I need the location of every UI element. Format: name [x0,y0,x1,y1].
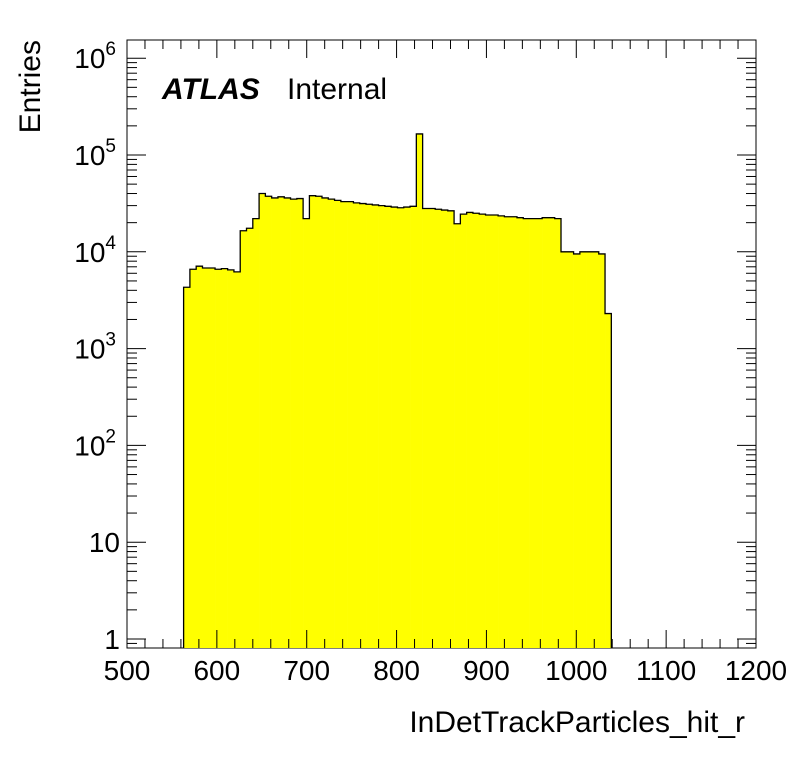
y-tick-label: 105 [74,136,116,171]
x-tick-label: 500 [104,655,151,686]
histogram-bin [378,205,386,648]
histogram-bin [252,218,260,648]
histogram-bin [277,196,285,648]
histogram-outline [182,133,612,648]
histogram-bin [366,204,373,648]
axis-ticks [126,40,757,648]
histogram-bin [347,201,354,648]
histogram-bin [309,195,316,648]
histogram-bin [535,218,543,648]
histogram-bin [384,206,392,648]
histogram-bin [447,210,455,648]
internal-label: Internal [287,73,387,106]
histogram-bin [485,214,493,648]
y-tick-labels: 1 10 102 103 104 105 106 [74,39,120,655]
histogram-bin [542,217,549,648]
y-tick-label: 104 [74,233,116,268]
histogram-bin [196,266,203,648]
histogram-bin [516,217,524,648]
histogram-bin [265,196,272,649]
histogram-bin [554,218,562,648]
histogram-bin [271,197,279,648]
x-tick-label: 800 [373,655,420,686]
histogram-bin [290,199,298,648]
histogram-bin [359,203,367,648]
histogram-bin [303,218,310,648]
histogram-bin [372,204,379,648]
x-tick-label: 700 [283,655,330,686]
histogram-bin [246,228,254,648]
atlas-label: ATLAS [161,73,260,106]
histogram-bin [208,268,216,648]
histogram-bin [416,133,423,648]
histogram-bin [340,201,348,648]
histogram-bin [567,251,574,649]
x-tick-label: 1000 [545,655,607,686]
histogram-bin [510,216,518,649]
histogram-bin [397,207,405,649]
histogram-bin [472,213,480,648]
histogram-bin [466,212,474,649]
x-tick-label: 900 [463,655,510,686]
histogram-bin [498,215,505,649]
histogram-bin [573,253,581,648]
histogram-bin [586,251,593,649]
histogram-bin [592,251,600,649]
x-tick-label: 1100 [636,655,696,686]
histogram-bin [598,253,606,648]
histogram-bin [284,197,291,648]
histogram-bin [435,209,442,649]
histogram-bin [221,268,228,648]
histogram-bin [227,269,235,648]
histogram-bars [183,133,612,649]
histogram-bin [479,214,486,648]
histogram-bin [353,202,361,648]
histogram-bin [422,208,430,648]
histogram-bin [491,214,499,648]
histogram-bin [428,208,436,648]
histogram-bin [202,268,210,648]
histogram-bin [259,193,266,648]
histogram-bin [523,218,530,648]
histogram-bin [504,216,511,649]
histogram-bin [189,269,197,648]
histogram-bin [233,271,241,648]
y-tick-label: 1 [104,624,120,655]
y-tick-label: 102 [74,426,116,461]
histogram-bin [561,251,568,649]
histogram-bin [441,210,449,648]
histogram-bin [579,251,587,649]
histogram-bin [454,223,461,648]
histogram-bin [605,313,612,648]
histogram-bin [403,207,411,649]
y-tick-label: 106 [74,39,116,74]
x-axis-label: InDetTrackParticles_hit_r [409,706,745,739]
y-tick-label: 10 [89,527,120,558]
histogram-bin [215,269,222,648]
x-tick-labels: 500 600 700 800 900 1000 1100 1200 [104,655,788,686]
histogram-bin [321,197,329,648]
histogram-bin [334,200,342,648]
histogram-bin [328,199,335,648]
histogram-bin [529,218,537,648]
histogram-bin [296,198,304,648]
x-tick-label: 600 [193,655,240,686]
x-tick-label: 1200 [725,655,787,686]
y-axis-label: Entries [14,40,47,133]
histogram-bin [315,196,323,649]
histogram-bin [410,206,417,648]
histogram-bin [240,230,247,648]
histogram-bin [460,214,467,648]
y-tick-label: 103 [74,330,116,365]
histogram-bin [548,217,556,648]
histogram-bin [391,207,398,649]
histogram-bin [183,287,191,648]
